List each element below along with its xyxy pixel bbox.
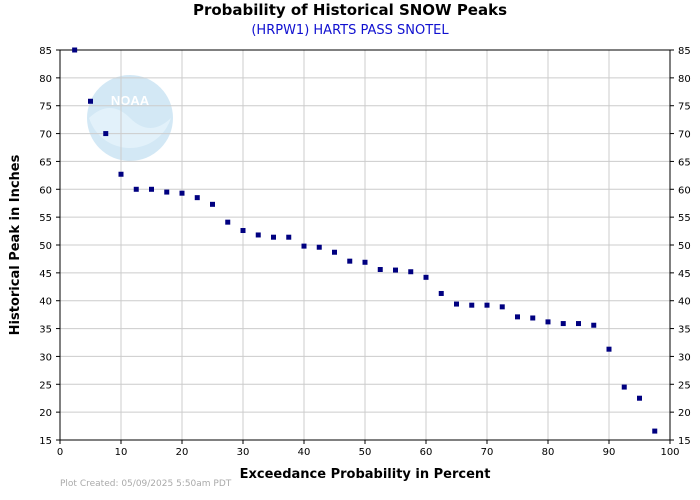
- x-tick-label: 20: [176, 447, 189, 458]
- data-point: [316, 244, 322, 250]
- data-point: [621, 384, 627, 390]
- x-tick-label: 70: [481, 447, 494, 458]
- y-tick-label-right: 65: [678, 157, 691, 168]
- y-tick-label-right: 70: [678, 130, 691, 141]
- y-tick-label-left: 45: [39, 269, 52, 280]
- chart-title: Probability of Historical SNOW Peaks: [192, 1, 508, 19]
- y-tick-label-left: 75: [39, 102, 52, 113]
- plot-created-credit: Plot Created: 05/09/2025 5:50am PDT: [60, 479, 232, 489]
- data-point: [179, 190, 185, 196]
- y-tick-label-right: 45: [678, 269, 691, 280]
- data-point: [103, 131, 109, 137]
- x-tick-label: 60: [420, 447, 433, 458]
- y-tick-label-left: 60: [39, 185, 52, 196]
- data-point: [637, 395, 642, 401]
- data-point: [591, 322, 597, 328]
- x-tick-label: 40: [298, 447, 311, 458]
- data-point: [530, 315, 536, 321]
- data-point: [118, 171, 124, 177]
- y-tick-label-left: 25: [39, 380, 52, 391]
- data-point: [362, 259, 368, 265]
- noaa-watermark-logo: NOAA: [87, 75, 173, 161]
- y-tick-label-left: 15: [39, 436, 52, 447]
- data-point: [72, 47, 78, 53]
- data-point: [545, 319, 551, 325]
- y-tick-label-right: 55: [678, 213, 691, 224]
- data-point: [408, 269, 414, 275]
- data-point: [271, 234, 276, 240]
- x-tick-label: 30: [237, 447, 250, 458]
- data-point: [210, 201, 215, 207]
- data-point: [438, 290, 444, 296]
- data-point: [606, 346, 612, 352]
- data-point: [225, 219, 231, 225]
- y-tick-label-right: 25: [678, 380, 691, 391]
- y-tick-label-right: 85: [678, 46, 691, 57]
- data-point: [164, 189, 170, 195]
- y-tick-label-right: 60: [678, 185, 691, 196]
- y-tick-label-right: 75: [678, 102, 691, 113]
- y-tick-label-right: 80: [678, 74, 691, 85]
- x-tick-label: 10: [115, 447, 128, 458]
- y-tick-label-right: 15: [678, 436, 691, 447]
- x-axis-label: Exceedance Probability in Percent: [240, 467, 491, 482]
- data-point: [393, 267, 398, 273]
- x-tick-label: 100: [660, 447, 679, 458]
- y-tick-label-left: 55: [39, 213, 52, 224]
- data-points: [72, 47, 658, 434]
- data-point: [133, 186, 139, 192]
- data-point: [194, 195, 200, 201]
- y-tick-label-left: 65: [39, 157, 52, 168]
- data-point: [149, 186, 154, 192]
- data-point: [88, 98, 93, 104]
- y-axis-label: Historical Peak in Inches: [8, 154, 23, 335]
- x-tick-label: 80: [542, 447, 555, 458]
- data-point: [499, 304, 505, 310]
- y-tick-label-right: 35: [678, 325, 691, 336]
- data-point: [423, 274, 429, 280]
- y-tick-label-right: 30: [678, 352, 691, 363]
- chart-subtitle: (HRPW1) HARTS PASS SNOTEL: [251, 23, 449, 38]
- data-point: [255, 232, 261, 238]
- x-tick-label: 90: [603, 447, 616, 458]
- y-tick-label-right: 20: [678, 408, 691, 419]
- y-tick-label-left: 30: [39, 352, 52, 363]
- y-tick-label-left: 50: [39, 241, 52, 252]
- data-point: [484, 302, 490, 308]
- data-point: [347, 258, 353, 264]
- data-point: [240, 228, 246, 234]
- y-tick-label-left: 85: [39, 46, 52, 57]
- y-tick-label-left: 70: [39, 130, 52, 141]
- data-point: [332, 249, 337, 255]
- y-tick-label-right: 50: [678, 241, 691, 252]
- y-tick-label-left: 80: [39, 74, 52, 85]
- y-tick-label-left: 40: [39, 297, 52, 308]
- data-point: [454, 301, 459, 307]
- data-point: [286, 234, 292, 240]
- data-point: [301, 243, 307, 249]
- y-tick-label-left: 20: [39, 408, 52, 419]
- y-tick-label-right: 40: [678, 297, 691, 308]
- data-point: [560, 321, 566, 327]
- data-point: [652, 428, 658, 434]
- x-tick-label: 50: [359, 447, 372, 458]
- data-point: [377, 267, 383, 273]
- y-tick-label-left: 35: [39, 325, 52, 336]
- data-point: [515, 314, 520, 320]
- data-point: [576, 321, 581, 327]
- x-tick-label: 0: [57, 447, 63, 458]
- data-point: [469, 302, 475, 308]
